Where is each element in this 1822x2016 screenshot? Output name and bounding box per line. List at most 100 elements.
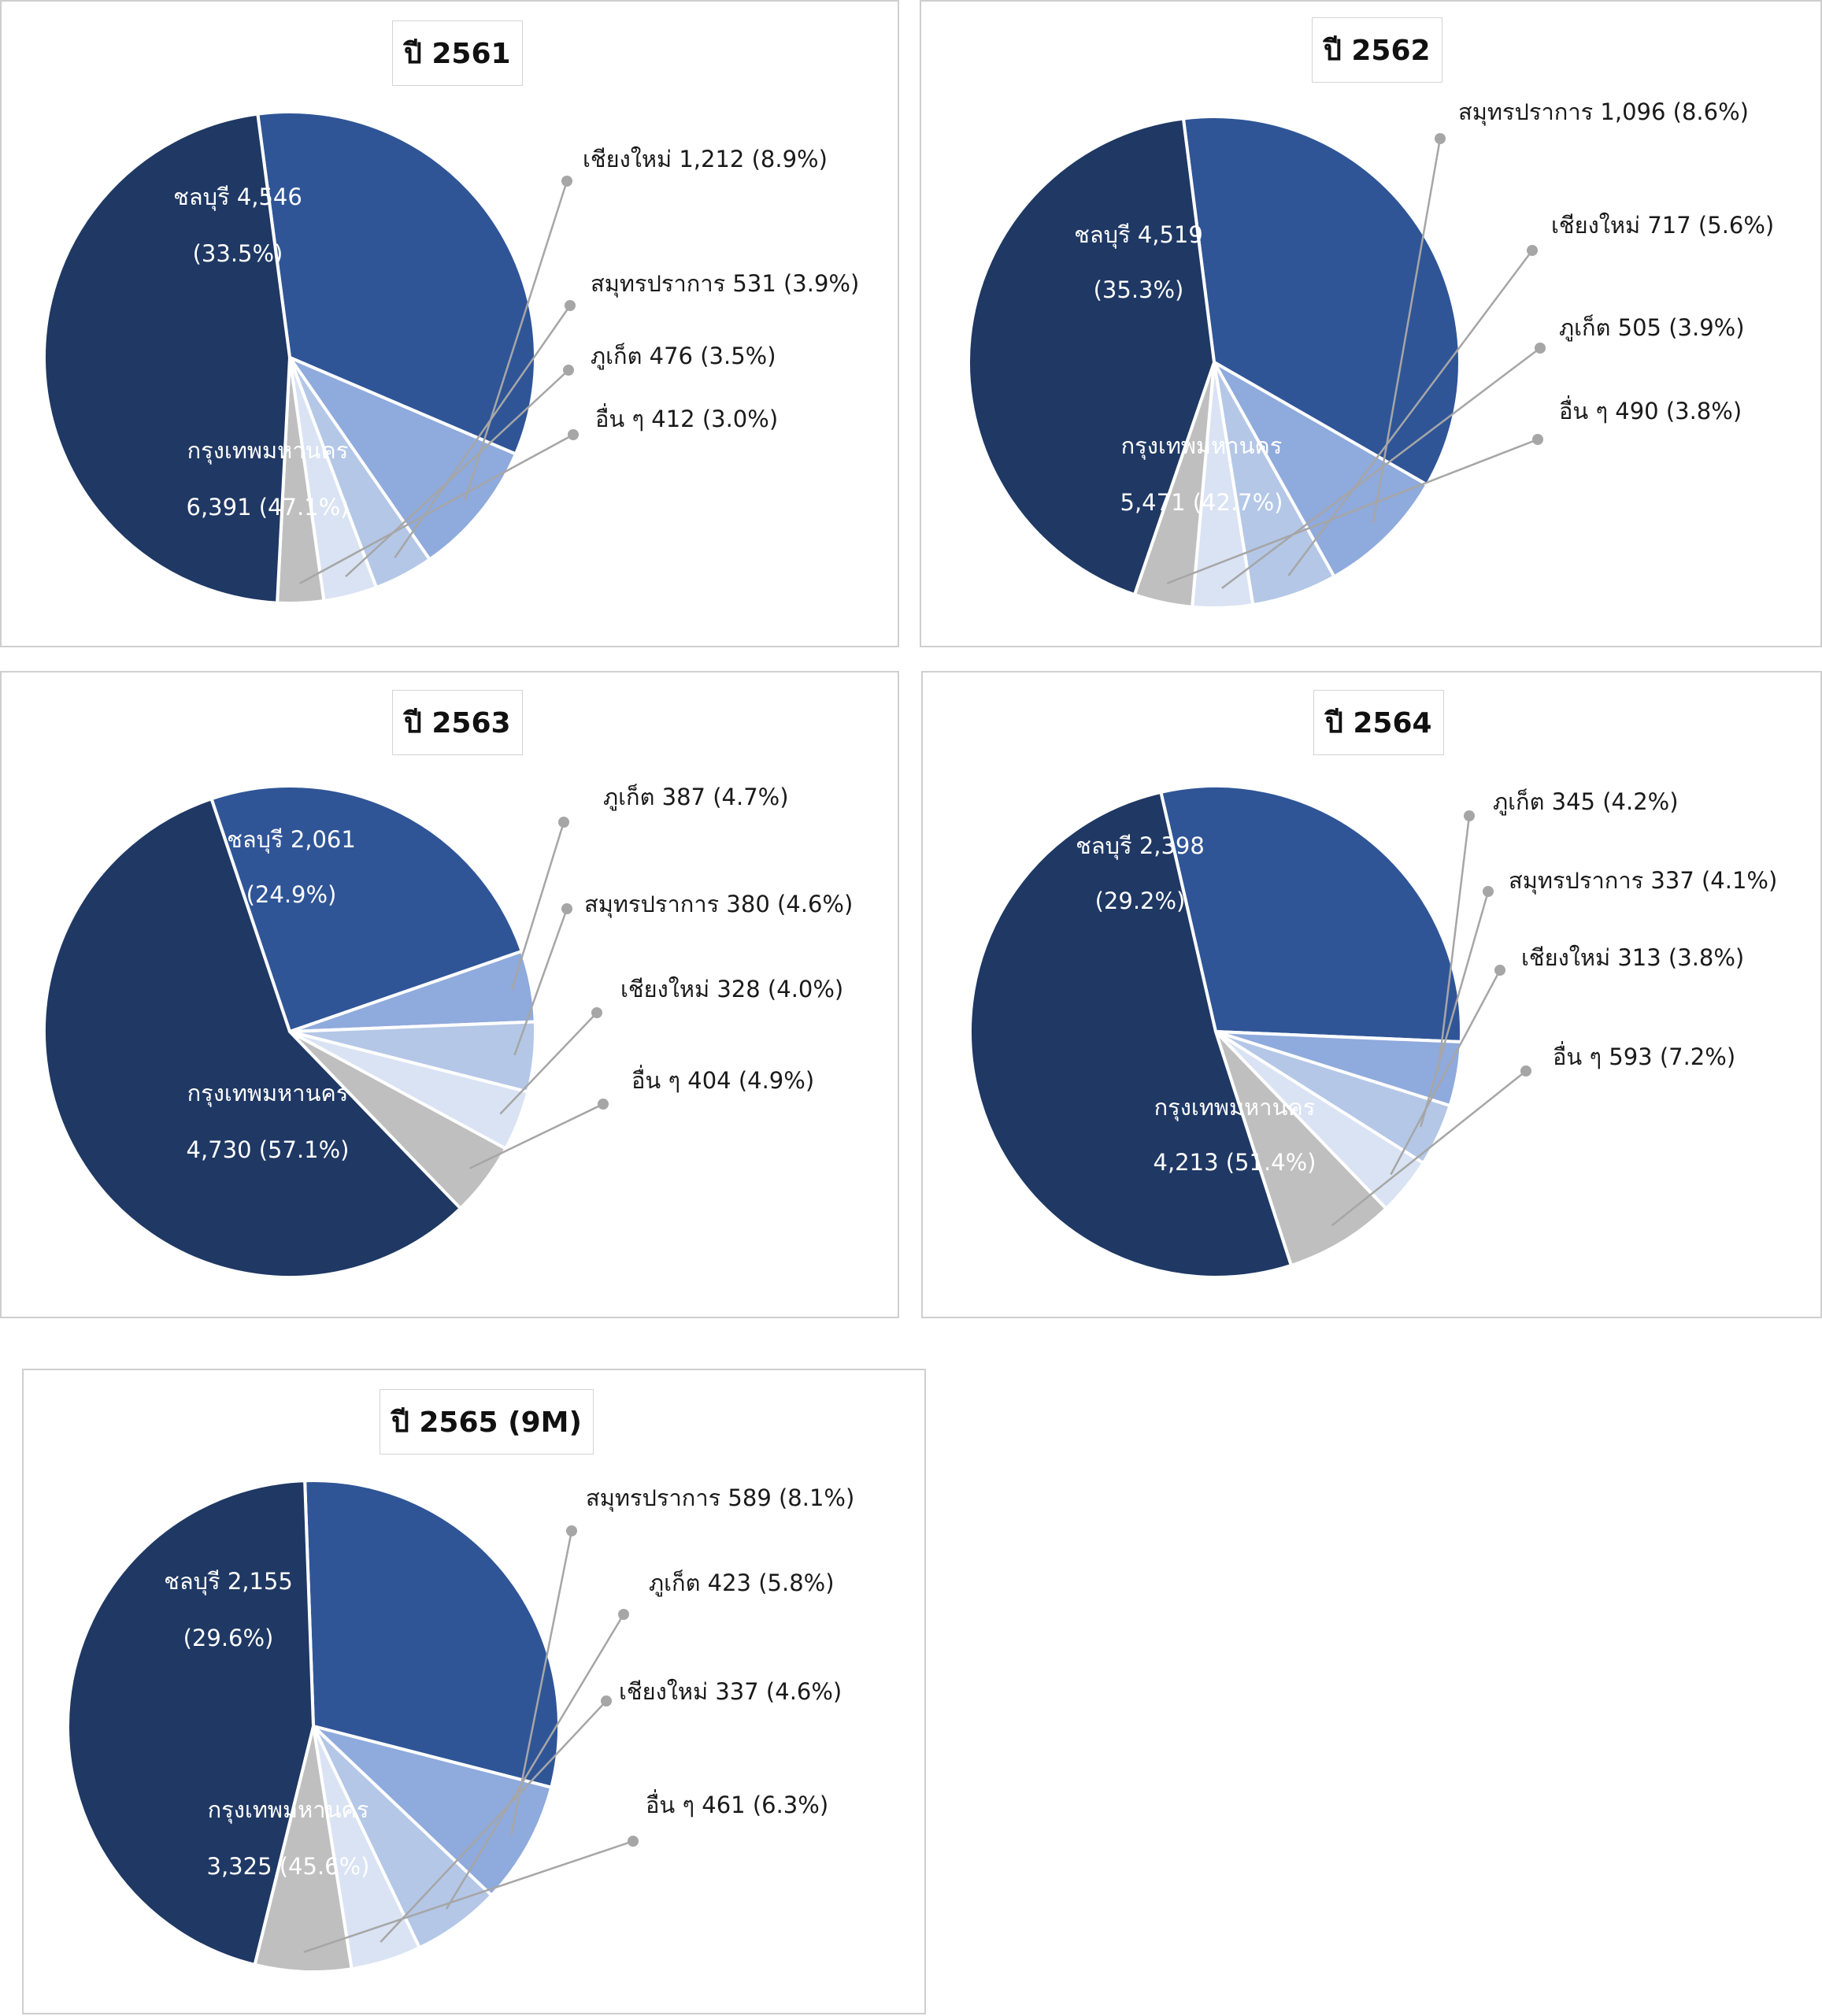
leader-dot	[1464, 810, 1475, 821]
slice-value-label: 5,471 (42.7%)	[1120, 489, 1283, 516]
pie-slice-1	[303, 1479, 561, 1789]
slice-outer-label: ภูเก็ต 505 (3.9%)	[1559, 313, 1745, 342]
slice-value-label: 6,391 (47.1%)	[187, 494, 350, 521]
leader-line	[1420, 891, 1490, 1128]
slice-outer-label: อื่น ๆ 593 (7.2%)	[1553, 1041, 1735, 1070]
chart-panel-2564: ชลบุรี 2,398 (29.2%) กรุงเทพมหานคร 4,213 (5…	[921, 671, 1822, 1318]
slice-outer-label: อื่น ๆ 490 (3.8%)	[1559, 395, 1742, 424]
slice-outer-label: สมุทรปราการ 589 (8.1%)	[586, 1484, 854, 1512]
slice-label: กรุงเทพมหานคร	[208, 1796, 369, 1824]
slice-label: ชลบุรี 2,398	[1076, 832, 1205, 860]
chart-panel-2561: ชลบุรี 4,546 (33.5%) กรุงเทพมหานคร 6,391 (4…	[0, 0, 899, 647]
slice-outer-label: ภูเก็ต 387 (4.7%)	[603, 783, 789, 811]
pie-slice-5	[1214, 1030, 1388, 1267]
pie-chart-2561: ชลบุรี 4,546 (33.5%) กรุงเทพมหานคร 6,391 (4…	[43, 110, 859, 605]
slice-value-label: (24.9%)	[246, 881, 337, 908]
chart-title: ปี 2561	[392, 20, 523, 86]
leader-line	[510, 821, 565, 991]
slice-value-label: 3,325 (45.6%)	[207, 1853, 370, 1880]
leader-line	[1437, 815, 1471, 1071]
leader-line	[1331, 1070, 1527, 1227]
pie-slice-1	[1159, 784, 1463, 1044]
chart-title: ปี 2565 (9M)	[380, 1389, 594, 1455]
slice-value-label: (33.5%)	[193, 240, 283, 267]
leader-dot	[1494, 965, 1505, 976]
chart-panel-2565: ชลบุรี 2,155 (29.6%) กรุงเทพมหานคร 3,325 (4…	[22, 1369, 926, 2014]
chart-panel-2563: ชลบุรี 2,061 (24.9%) กรุงเทพมหานคร 4,730 (5…	[0, 671, 899, 1318]
slice-outer-label: อื่น ๆ 461 (6.3%)	[646, 1789, 828, 1818]
pie-slice-6	[967, 117, 1216, 597]
leader-dot	[591, 1007, 602, 1018]
slice-value-label: 4,730 (57.1%)	[187, 1136, 350, 1163]
pie-slice-1	[256, 110, 537, 456]
slice-value-label: (29.2%)	[1095, 888, 1186, 914]
leader-line	[1166, 438, 1539, 584]
slice-outer-label: เชียงใหม่ 717 (5.6%)	[1551, 212, 1774, 239]
slice-label: ชลบุรี 4,546	[173, 183, 302, 211]
slice-label: กรุงเทพมหานคร	[187, 1080, 349, 1107]
leader-line	[1221, 347, 1541, 589]
leader-dot	[568, 429, 579, 440]
slice-value-label: 4,213 (51.4%)	[1154, 1149, 1317, 1176]
leader-line	[299, 433, 574, 584]
slice-outer-label: สมุทรปราการ 1,096 (8.6%)	[1458, 98, 1749, 126]
slice-value-label: (35.3%)	[1094, 276, 1184, 303]
pie-slice-5	[253, 1725, 354, 1973]
leader-dot	[598, 1099, 609, 1110]
leader-line	[445, 1614, 625, 1910]
pie-chart-2564: ชลบุรี 2,398 (29.2%) กรุงเทพมหานคร 4,213 (5…	[968, 784, 1777, 1279]
pie-slice-6	[43, 797, 462, 1279]
slice-label: กรุงเทพมหานคร	[187, 437, 349, 465]
leader-dot	[618, 1609, 629, 1620]
pie-slice-6	[66, 1479, 315, 1966]
chart-panel-2562: ชลบุรี 4,519 (35.3%) กรุงเทพมหานคร 5,471 (4…	[920, 0, 1822, 647]
pie-slice-2	[312, 1725, 554, 1897]
slice-value-label: (29.6%)	[183, 1625, 274, 1651]
leader-dot	[561, 176, 572, 187]
slice-outer-label: อื่น ๆ 404 (4.9%)	[631, 1065, 814, 1094]
leader-line	[345, 369, 569, 578]
leader-line	[499, 1012, 598, 1115]
pie-slice-2	[288, 356, 517, 561]
pie-chart-2562: ชลบุรี 4,519 (35.3%) กรุงเทพมหานคร 5,471 (4…	[967, 98, 1774, 610]
slice-outer-label: ภูเก็ต 476 (3.5%)	[591, 342, 776, 370]
leader-dot	[561, 903, 572, 914]
leader-line	[469, 1102, 604, 1169]
chart-title: ปี 2562	[1312, 17, 1442, 83]
leader-line	[1390, 969, 1502, 1176]
leader-line	[513, 908, 568, 1056]
leader-dot	[1527, 245, 1538, 256]
chart-title: ปี 2564	[1313, 690, 1444, 755]
slice-label: ชลบุรี 2,155	[164, 1568, 293, 1595]
leader-dot	[628, 1836, 639, 1847]
leader-line	[303, 1840, 634, 1953]
slice-outer-label: สมุทรปราการ 380 (4.6%)	[584, 891, 853, 918]
slice-label: กรุงเทพมหานคร	[1154, 1094, 1316, 1121]
slice-label: กรุงเทพมหานคร	[1121, 432, 1283, 460]
leader-line	[1372, 138, 1442, 524]
slice-outer-label: สมุทรปราการ 531 (3.9%)	[591, 270, 859, 298]
slice-outer-label: เชียงใหม่ 313 (3.8%)	[1521, 944, 1744, 971]
leader-dot	[1435, 133, 1446, 144]
pie-chart-2565: ชลบุรี 2,155 (29.6%) กรุงเทพมหานคร 3,325 (4…	[66, 1479, 854, 1973]
slice-outer-label: ภูเก็ต 345 (4.2%)	[1493, 788, 1679, 816]
pie-slice-6	[43, 112, 291, 605]
leader-dot	[1532, 434, 1543, 445]
leader-dot	[563, 365, 574, 376]
slice-outer-label: เชียงใหม่ 337 (4.6%)	[619, 1678, 842, 1705]
slice-outer-label: ภูเก็ต 423 (5.8%)	[649, 1569, 835, 1597]
slice-outer-label: สมุทรปราการ 337 (4.1%)	[1509, 867, 1777, 895]
leader-line	[380, 1700, 607, 1943]
leader-dot	[1520, 1065, 1531, 1077]
leader-dot	[565, 300, 576, 311]
leader-dot	[601, 1695, 612, 1707]
pie-slice-6	[968, 790, 1293, 1279]
slice-outer-label: อื่น ๆ 412 (3.0%)	[595, 403, 778, 432]
chart-title: ปี 2563	[392, 690, 523, 755]
pie-slice-1	[209, 784, 524, 1033]
slice-label: ชลบุรี 2,061	[227, 826, 356, 854]
leader-dot	[1535, 343, 1546, 354]
leader-line	[1287, 250, 1534, 576]
leader-dot	[566, 1525, 577, 1536]
leader-dot	[1483, 886, 1494, 897]
